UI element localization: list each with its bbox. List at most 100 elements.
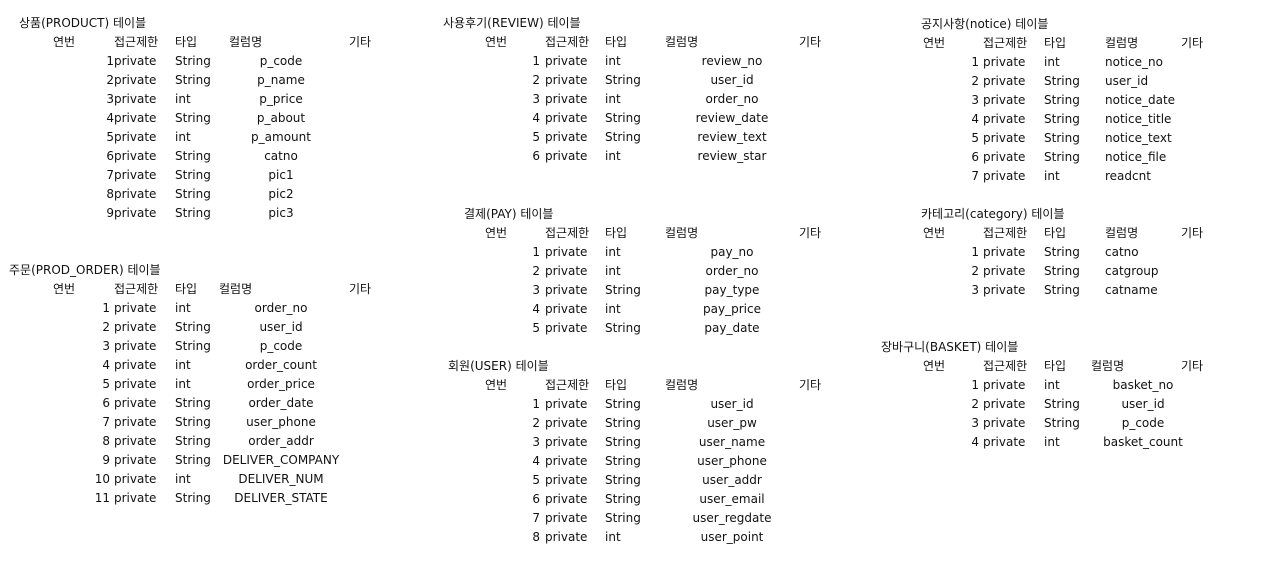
cell-type: int (1044, 435, 1060, 449)
cell-no: 2 (532, 416, 540, 430)
cell-type: int (605, 149, 621, 163)
cell-no: 11 (94, 491, 110, 505)
cell-type: String (175, 111, 211, 125)
header-etc: 기타 (1181, 36, 1204, 50)
cell-no: 4 (106, 111, 114, 125)
header-etc: 기타 (799, 226, 822, 240)
cell-access: private (545, 397, 588, 411)
table-title: 주문(PROD_ORDER) 테이블 (9, 263, 161, 277)
cell-access: private (545, 473, 588, 487)
cell-column: p_amount (251, 130, 311, 144)
cell-access: private (983, 112, 1026, 126)
cell-column: readcnt (1105, 169, 1151, 183)
cell-no: 6 (106, 149, 114, 163)
cell-access: private (545, 492, 588, 506)
cell-access: private (983, 169, 1026, 183)
cell-column: user_phone (246, 415, 316, 429)
table-title: 결제(PAY) 테이블 (464, 207, 554, 221)
header-column: 컬럼명 (665, 378, 699, 392)
cell-no: 7 (971, 169, 979, 183)
cell-no: 9 (102, 453, 110, 467)
header-column: 컬럼명 (229, 35, 263, 49)
header-no: 연번 (53, 282, 76, 296)
header-column: 컬럼명 (1105, 36, 1139, 50)
cell-type: int (1044, 378, 1060, 392)
header-access: 접근제한 (983, 36, 1028, 50)
cell-no: 3 (532, 283, 540, 297)
cell-column: review_text (697, 130, 767, 144)
cell-column: order_addr (248, 434, 314, 448)
cell-access: private (983, 74, 1026, 88)
cell-type: int (605, 302, 621, 316)
cell-access: private (545, 283, 588, 297)
cell-type: String (1044, 131, 1080, 145)
cell-no: 2 (532, 264, 540, 278)
cell-type: int (605, 264, 621, 278)
cell-access: private (114, 320, 157, 334)
header-access: 접근제한 (114, 282, 159, 296)
cell-access: private (983, 55, 1026, 69)
cell-column: order_count (245, 358, 317, 372)
cell-type: String (605, 321, 641, 335)
cell-access: private (114, 472, 157, 486)
cell-no: 3 (532, 92, 540, 106)
cell-type: int (605, 54, 621, 68)
cell-access: private (114, 187, 157, 201)
cell-column: pay_type (704, 283, 760, 297)
cell-column: user_id (259, 320, 303, 334)
table-title: 공지사항(notice) 테이블 (921, 17, 1049, 31)
cell-column: user_regdate (692, 511, 772, 525)
cell-column: user_pw (707, 416, 757, 430)
cell-type: String (605, 511, 641, 525)
cell-type: String (1044, 283, 1080, 297)
header-no: 연번 (53, 35, 76, 49)
header-column: 컬럼명 (665, 35, 699, 49)
cell-type: String (175, 73, 211, 87)
cell-no: 5 (532, 130, 540, 144)
cell-type: int (605, 92, 621, 106)
cell-no: 3 (106, 92, 114, 106)
cell-type: int (605, 245, 621, 259)
cell-access: private (114, 73, 157, 87)
cell-access: private (983, 283, 1026, 297)
cell-column: order_no (705, 264, 759, 278)
cell-access: private (545, 54, 588, 68)
cell-access: private (545, 245, 588, 259)
cell-column: pic3 (268, 206, 294, 220)
cell-type: String (1044, 416, 1080, 430)
cell-type: int (175, 472, 191, 486)
cell-no: 5 (971, 131, 979, 145)
cell-column: DELIVER_NUM (238, 472, 324, 486)
cell-type: String (175, 415, 211, 429)
header-type: 타입 (605, 226, 628, 240)
cell-no: 2 (102, 320, 110, 334)
header-column: 컬럼명 (1105, 226, 1139, 240)
cell-type: String (605, 416, 641, 430)
cell-access: private (983, 435, 1026, 449)
cell-column: order_price (247, 377, 315, 391)
cell-column: p_about (256, 111, 306, 125)
cell-column: p_name (257, 73, 305, 87)
cell-column: pic1 (268, 168, 294, 182)
header-column: 컬럼명 (665, 226, 699, 240)
cell-column: basket_no (1112, 378, 1174, 392)
cell-column: p_code (259, 339, 303, 353)
cell-type: String (605, 454, 641, 468)
cell-no: 4 (971, 112, 979, 126)
cell-no: 4 (102, 358, 110, 372)
cell-type: int (1044, 169, 1060, 183)
cell-no: 1 (532, 245, 540, 259)
cell-type: String (1044, 150, 1080, 164)
cell-no: 5 (102, 377, 110, 391)
cell-no: 2 (971, 397, 979, 411)
cell-access: private (114, 491, 157, 505)
cell-no: 2 (971, 264, 979, 278)
cell-access: private (114, 434, 157, 448)
cell-type: String (175, 320, 211, 334)
cell-access: private (114, 54, 157, 68)
table-title: 장바구니(BASKET) 테이블 (881, 340, 1019, 354)
cell-column: user_name (698, 435, 766, 449)
cell-no: 1 (532, 397, 540, 411)
cell-access: private (545, 530, 588, 544)
cell-column: notice_date (1105, 93, 1176, 107)
